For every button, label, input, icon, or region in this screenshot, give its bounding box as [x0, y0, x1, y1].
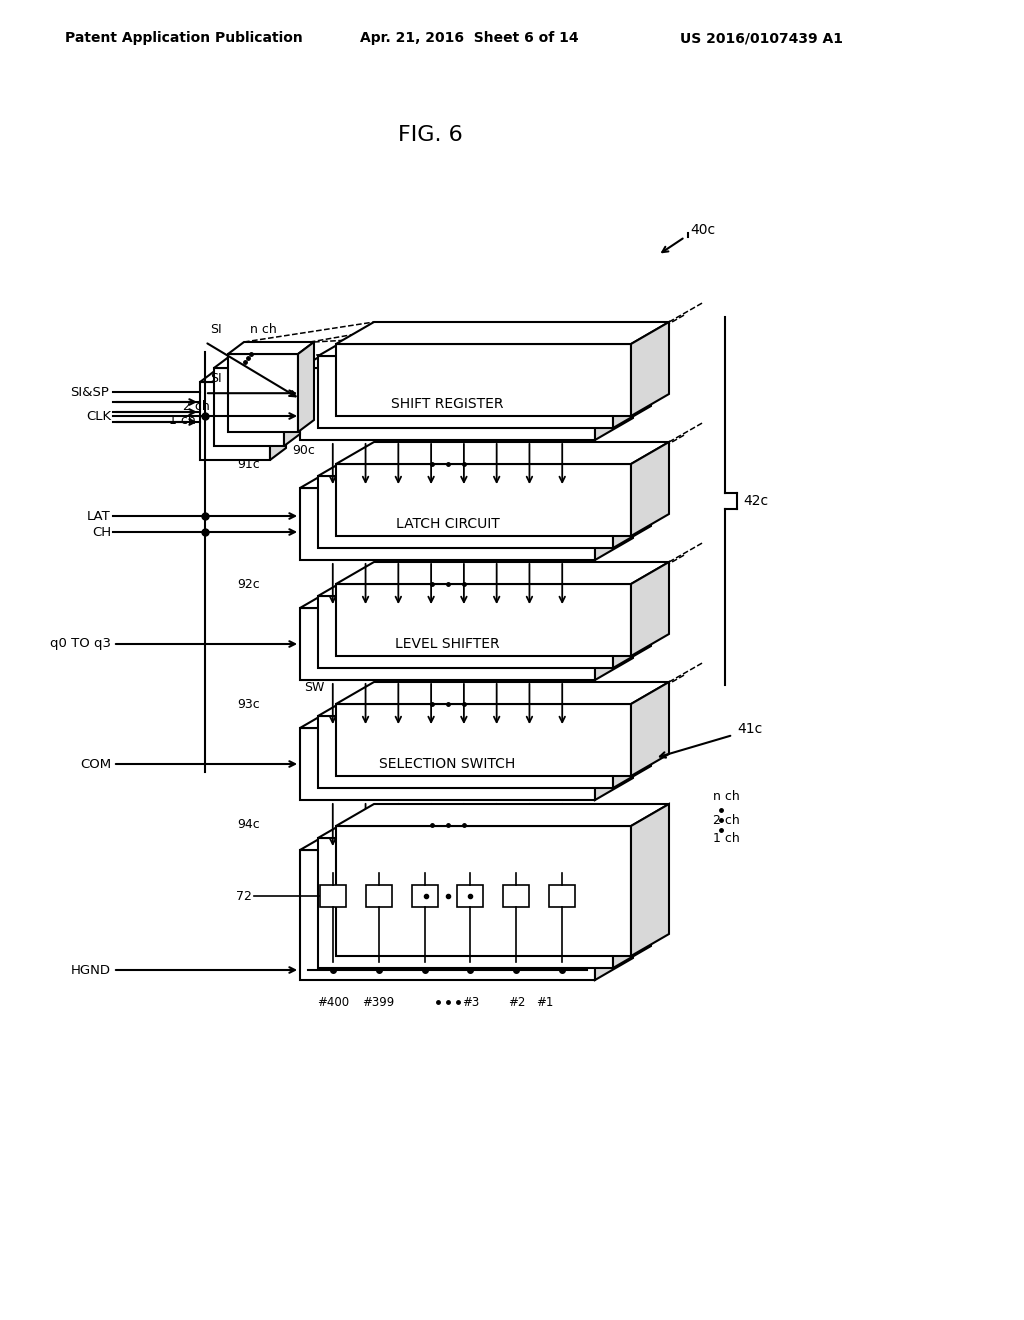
Polygon shape — [200, 370, 286, 381]
Polygon shape — [318, 597, 613, 668]
Polygon shape — [336, 465, 631, 536]
Text: q0 TO q3: q0 TO q3 — [50, 638, 111, 651]
Text: LEVEL SHIFTER: LEVEL SHIFTER — [395, 638, 500, 651]
Polygon shape — [631, 562, 669, 656]
Text: 2 ch: 2 ch — [713, 814, 739, 828]
Bar — [458, 884, 483, 907]
Bar — [503, 884, 529, 907]
Polygon shape — [300, 466, 633, 488]
Polygon shape — [300, 609, 595, 680]
Bar — [412, 884, 437, 907]
Text: 93c: 93c — [238, 697, 260, 710]
Polygon shape — [336, 804, 669, 826]
Text: 90c: 90c — [292, 444, 314, 457]
Polygon shape — [318, 574, 651, 597]
Bar — [366, 884, 392, 907]
Polygon shape — [336, 826, 631, 956]
Text: #3: #3 — [462, 995, 479, 1008]
Text: n ch: n ch — [713, 789, 739, 803]
Text: LAT: LAT — [87, 510, 111, 523]
Polygon shape — [595, 466, 633, 560]
Polygon shape — [318, 838, 613, 968]
Polygon shape — [228, 354, 298, 432]
Text: 72: 72 — [237, 890, 252, 903]
Text: 42c: 42c — [743, 494, 768, 508]
Polygon shape — [318, 816, 651, 838]
Text: SI&SP: SI&SP — [70, 385, 109, 399]
Polygon shape — [200, 381, 270, 459]
Polygon shape — [318, 715, 613, 788]
Text: CH: CH — [92, 525, 111, 539]
Text: 94c: 94c — [238, 818, 260, 832]
Polygon shape — [318, 334, 651, 356]
Text: SI: SI — [210, 372, 221, 385]
Text: 92c: 92c — [238, 578, 260, 590]
Polygon shape — [336, 442, 669, 465]
Polygon shape — [336, 682, 669, 704]
Polygon shape — [631, 442, 669, 536]
Polygon shape — [300, 488, 595, 560]
Polygon shape — [298, 342, 314, 432]
Text: HGND: HGND — [71, 964, 111, 977]
Polygon shape — [613, 816, 651, 968]
Text: n ch: n ch — [250, 323, 276, 337]
Polygon shape — [336, 345, 631, 416]
Polygon shape — [318, 694, 651, 715]
Polygon shape — [613, 694, 651, 788]
Polygon shape — [228, 342, 314, 354]
Polygon shape — [318, 356, 613, 428]
Polygon shape — [300, 729, 595, 800]
Polygon shape — [300, 706, 633, 729]
Text: SELECTION SWITCH: SELECTION SWITCH — [379, 756, 516, 771]
Text: SI: SI — [210, 323, 221, 337]
Polygon shape — [631, 804, 669, 956]
Polygon shape — [284, 356, 300, 446]
Polygon shape — [318, 454, 651, 477]
Text: 1 ch: 1 ch — [169, 414, 196, 428]
Bar — [549, 884, 575, 907]
Text: LATCH CIRCUIT: LATCH CIRCUIT — [395, 517, 500, 531]
Polygon shape — [613, 574, 651, 668]
Polygon shape — [595, 586, 633, 680]
Polygon shape — [214, 368, 284, 446]
Text: 1 ch: 1 ch — [713, 832, 739, 845]
Text: #1: #1 — [536, 995, 553, 1008]
Text: #399: #399 — [362, 995, 395, 1008]
Text: #2: #2 — [508, 995, 525, 1008]
Text: 2 ch: 2 ch — [183, 400, 210, 413]
Text: Patent Application Publication: Patent Application Publication — [65, 30, 303, 45]
Polygon shape — [300, 850, 595, 979]
Polygon shape — [336, 562, 669, 583]
Polygon shape — [214, 356, 300, 368]
Text: SW: SW — [304, 681, 325, 694]
Polygon shape — [336, 704, 631, 776]
Polygon shape — [318, 477, 613, 548]
Polygon shape — [300, 828, 633, 850]
Bar — [319, 884, 346, 907]
Polygon shape — [270, 370, 286, 459]
Text: SHIFT REGISTER: SHIFT REGISTER — [391, 397, 504, 411]
Polygon shape — [631, 682, 669, 776]
Text: US 2016/0107439 A1: US 2016/0107439 A1 — [680, 30, 843, 45]
Text: FIG. 6: FIG. 6 — [397, 125, 463, 145]
Text: 91c: 91c — [238, 458, 260, 470]
Text: COM: COM — [80, 758, 111, 771]
Polygon shape — [336, 322, 669, 345]
Polygon shape — [336, 583, 631, 656]
Polygon shape — [300, 586, 633, 609]
Text: #400: #400 — [316, 995, 349, 1008]
Polygon shape — [300, 346, 633, 368]
Text: 41c: 41c — [737, 722, 762, 737]
Polygon shape — [613, 454, 651, 548]
Text: CLK: CLK — [86, 409, 111, 422]
Polygon shape — [613, 334, 651, 428]
Polygon shape — [595, 828, 633, 979]
Polygon shape — [300, 368, 595, 440]
Polygon shape — [595, 706, 633, 800]
Text: 40c: 40c — [690, 223, 715, 238]
Text: Apr. 21, 2016  Sheet 6 of 14: Apr. 21, 2016 Sheet 6 of 14 — [360, 30, 579, 45]
Polygon shape — [631, 322, 669, 416]
Polygon shape — [595, 346, 633, 440]
